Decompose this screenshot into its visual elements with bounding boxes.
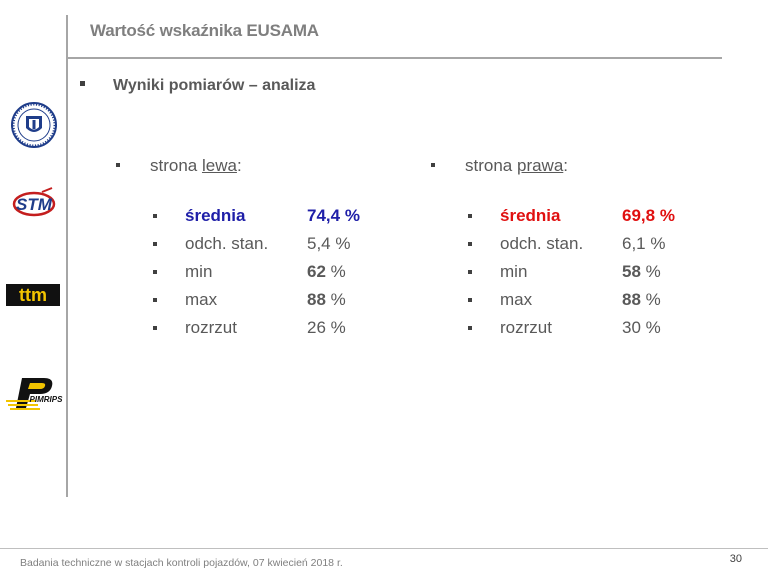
bullet-icon bbox=[153, 270, 157, 274]
footer-divider bbox=[0, 548, 768, 549]
ttm-logo: ttm bbox=[6, 284, 60, 311]
bullet-icon bbox=[468, 298, 472, 302]
bullet-icon bbox=[153, 214, 157, 218]
title-underline bbox=[68, 57, 722, 59]
bullet-icon bbox=[153, 326, 157, 330]
bullet-icon bbox=[468, 214, 472, 218]
bullet-icon bbox=[468, 270, 472, 274]
slide-title: Wartość wskaźnika EUSAMA bbox=[90, 21, 319, 40]
svg-text:ttm: ttm bbox=[19, 285, 47, 305]
bullet-icon bbox=[153, 298, 157, 302]
bullet-icon bbox=[431, 162, 435, 167]
bullet-icon bbox=[80, 81, 85, 87]
bullet-icon bbox=[468, 326, 472, 330]
footer-text: Badania techniczne w stacjach kontroli p… bbox=[20, 557, 343, 569]
right-side-heading: strona prawa: bbox=[431, 156, 568, 176]
pimrips-logo: PIMRIPS bbox=[4, 376, 64, 417]
section-title: Wyniki pomiarów – analiza bbox=[113, 77, 316, 94]
left-side-heading: strona lewa: bbox=[116, 156, 242, 176]
bullet-icon bbox=[468, 242, 472, 246]
bullet-icon bbox=[116, 162, 120, 167]
svg-text:PIMRIPS: PIMRIPS bbox=[30, 395, 64, 404]
bullet-icon bbox=[153, 242, 157, 246]
university-seal-logo bbox=[10, 100, 58, 155]
stm-logo: STM bbox=[12, 186, 56, 225]
vertical-divider bbox=[66, 15, 68, 497]
page-number: 30 bbox=[729, 553, 742, 565]
section-heading: Wyniki pomiarów – analiza bbox=[80, 77, 315, 95]
svg-text:STM: STM bbox=[16, 195, 53, 214]
